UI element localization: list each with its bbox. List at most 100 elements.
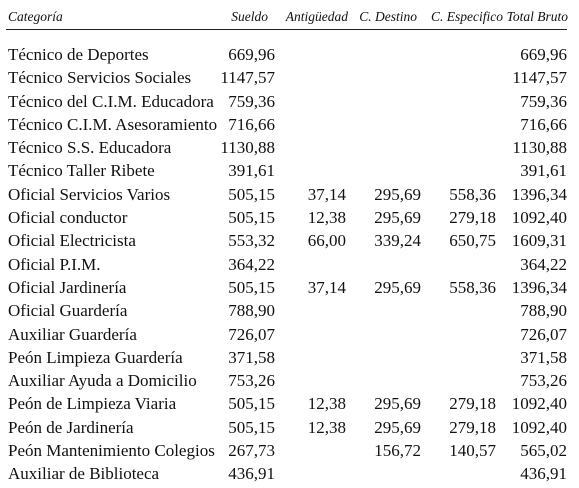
cell-total-bruto: 1396,34 [511, 277, 567, 297]
table-header: Categoría Sueldo Antigüedad C. Destino C… [0, 0, 579, 30]
cell-total-bruto: 726,07 [520, 324, 567, 344]
cell-categoria: Auxiliar de Biblioteca [8, 464, 160, 484]
cell-sueldo: 726,07 [228, 324, 275, 344]
table-row: Peón de Limpieza Viaria 505,15 12,38 295,69… [0, 392, 579, 415]
cell-total-bruto: 759,36 [520, 91, 567, 111]
table-row: Técnico C.I.M. Asesoramiento 716,66 716,66 [0, 113, 579, 136]
cell-categoria: Técnico de Deportes [8, 45, 149, 64]
cell-sueldo: 716,66 [228, 114, 275, 134]
cell-total-bruto: 1396,34 [511, 184, 567, 204]
cell-antiguedad: 12,38 [307, 394, 346, 414]
cell-sueldo: 364,22 [228, 254, 275, 274]
cell-categoria: Auxiliar Guardería [8, 324, 137, 344]
cell-categoria: Auxiliar Ayuda a Domicilio [8, 371, 197, 391]
cell-categoria: Técnico del C.I.M. Educadora [8, 91, 214, 111]
cell-sueldo: 505,15 [228, 417, 275, 437]
cell-sueldo: 759,36 [228, 91, 275, 111]
cell-antiguedad: 12,38 [307, 208, 346, 228]
header-c-especifico: C. Especifico [431, 9, 503, 24]
cell-total-bruto: 391,61 [520, 161, 567, 181]
table-row: Auxiliar de Biblioteca 436,91 436,91 [0, 462, 579, 485]
cell-categoria: Oficial Servicios Varios [8, 184, 171, 204]
cell-categoria: Peón Mantenimiento Colegios [8, 441, 215, 461]
cell-total-bruto: 1609,31 [511, 231, 567, 251]
cell-c-especifico: 279,18 [449, 208, 496, 228]
cell-categoria: Oficial Guardería [8, 301, 128, 321]
header-categoria: Categoría [8, 9, 63, 24]
table-row: Oficial Servicios Varios 505,15 37,14 295,6… [0, 183, 579, 206]
header-divider [6, 29, 567, 30]
table-row: Peón de Jardinería 505,15 12,38 295,69 279,1… [0, 416, 579, 439]
cell-sueldo: 505,15 [228, 277, 275, 297]
cell-total-bruto: 669,96 [520, 45, 567, 64]
table-row: Oficial P.I.M. 364,22 364,22 [0, 253, 579, 276]
cell-total-bruto: 1092,40 [511, 208, 567, 228]
cell-sueldo: 436,91 [228, 464, 275, 484]
cell-c-destino: 295,69 [374, 208, 421, 228]
cell-antiguedad: 12,38 [307, 417, 346, 437]
cell-total-bruto: 788,90 [520, 301, 567, 321]
cell-categoria: Técnico Taller Ribete [8, 161, 155, 181]
header-antiguedad: Antigüedad [285, 9, 348, 24]
table-row: Peón Mantenimiento Colegios 267,73 156,72 1… [0, 439, 579, 462]
cell-categoria: Peón de Jardinería [8, 417, 134, 437]
cell-c-destino: 156,72 [374, 441, 421, 461]
cell-sueldo: 391,61 [228, 161, 275, 181]
cell-total-bruto: 364,22 [520, 254, 567, 274]
cell-c-especifico: 140,57 [449, 441, 496, 461]
cell-total-bruto: 565,02 [520, 441, 567, 461]
cell-total-bruto: 1147,57 [512, 68, 567, 88]
cell-categoria: Oficial Electricista [8, 231, 136, 251]
cell-total-bruto: 1092,40 [511, 417, 567, 437]
cell-total-bruto: 753,26 [520, 371, 567, 391]
cell-c-destino: 295,69 [374, 277, 421, 297]
cell-sueldo: 371,58 [228, 347, 275, 367]
cell-c-especifico: 279,18 [449, 417, 496, 437]
cell-c-especifico: 558,36 [449, 184, 496, 204]
cell-categoria: Peón de Limpieza Viaria [8, 394, 177, 414]
cell-sueldo: 505,15 [228, 184, 275, 204]
cell-c-especifico: 558,36 [449, 277, 496, 297]
cell-sueldo: 505,15 [228, 208, 275, 228]
cell-antiguedad: 66,00 [307, 231, 346, 251]
cell-categoria: Técnico S.S. Educadora [8, 138, 172, 158]
table-row: Oficial Jardinería 505,15 37,14 295,69 558,3… [0, 276, 579, 299]
header-c-destino: C. Destino [359, 9, 417, 24]
cell-total-bruto: 371,58 [520, 347, 567, 367]
cell-c-especifico: 650,75 [449, 231, 496, 251]
cell-c-destino: 295,69 [374, 394, 421, 414]
cell-categoria: Oficial Jardinería [8, 277, 127, 297]
header-sueldo: Sueldo [231, 9, 268, 24]
cell-total-bruto: 1130,88 [512, 138, 567, 158]
cell-sueldo: 753,26 [228, 371, 275, 391]
table-row: Técnico del C.I.M. Educadora 759,36 759,36 [0, 90, 579, 113]
table-row: Técnico S.S. Educadora 1130,88 1130,88 [0, 136, 579, 159]
cell-sueldo: 788,90 [228, 301, 275, 321]
cell-categoria: Técnico C.I.M. Asesoramiento [8, 114, 218, 134]
table-row: Técnico de Deportes 669,96 669,96 [0, 43, 579, 66]
cell-antiguedad: 37,14 [307, 184, 346, 204]
cell-total-bruto: 716,66 [520, 114, 567, 134]
table-body: Técnico de Deportes 669,96 669,96 Técnico S… [0, 43, 579, 486]
cell-c-destino: 295,69 [374, 417, 421, 437]
cell-sueldo: 1147,57 [220, 68, 275, 88]
cell-categoria: Oficial conductor [8, 208, 128, 228]
table-row: Técnico Servicios Sociales 1147,57 1147,57 [0, 66, 579, 89]
cell-categoria: Técnico Servicios Sociales [8, 68, 192, 88]
table-row: Oficial Electricista 553,32 66,00 339,24 650… [0, 229, 579, 252]
cell-c-destino: 295,69 [374, 184, 421, 204]
cell-sueldo: 267,73 [228, 441, 275, 461]
table-row: Técnico Taller Ribete 391,61 391,61 [0, 159, 579, 182]
cell-sueldo: 1130,88 [220, 138, 275, 158]
cell-categoria: Peón Limpieza Guardería [8, 347, 183, 367]
table-row: Auxiliar Ayuda a Domicilio 753,26 753,26 [0, 369, 579, 392]
cell-sueldo: 553,32 [228, 231, 275, 251]
cell-sueldo: 505,15 [228, 394, 275, 414]
cell-c-destino: 339,24 [374, 231, 421, 251]
table-row: Auxiliar Guardería 726,07 726,07 [0, 323, 579, 346]
cell-total-bruto: 436,91 [520, 464, 567, 484]
cell-c-especifico: 279,18 [449, 394, 496, 414]
cell-sueldo: 669,96 [228, 45, 275, 64]
cell-total-bruto: 1092,40 [511, 394, 567, 414]
